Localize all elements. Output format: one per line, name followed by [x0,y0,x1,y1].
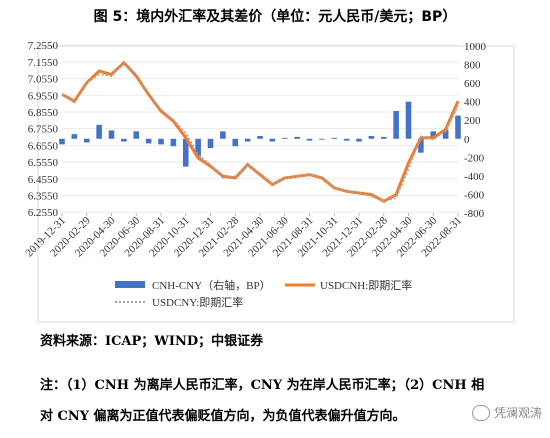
spread-bar [133,131,140,139]
right-tick-label: 800 [464,60,481,72]
rate-lines [61,60,460,204]
spread-bar [343,138,350,141]
spread-bar [59,138,65,145]
spread-bar [368,135,375,139]
right-tick-label: -400 [464,171,485,183]
spread-bar [257,135,263,139]
left-tick-label: 6.6550 [28,140,59,152]
spread-bar [393,110,399,139]
right-tick-label: 200 [464,115,481,127]
spread-bar [195,138,201,158]
spread-bars [59,101,461,167]
legend-label-cny: USDCNY:即期汇率 [152,295,243,309]
spread-bar [121,138,127,142]
spread-bar [405,101,412,139]
watermark: 凭澜观涛 [471,404,542,421]
watermark-text: 凭澜观涛 [493,406,542,420]
spread-bar [182,138,189,167]
note-line-1: 注：（1）CNH 为离岸人民币汇率，CNY 为在岸人民币汇率；（2）CNH 相 [40,378,485,393]
left-tick-label: 6.2550 [28,207,59,219]
spread-bar [220,131,226,139]
exchange-rate-chart: 7.2550 7.1550 7.0550 6.9550 6.8550 6.7550 6.65… [23,40,515,323]
usdcnh-line [61,60,460,204]
left-tick-label: 7.0550 [28,74,59,86]
legend-label-bar: CNH-CNY（右轴，BP） [152,278,271,292]
right-axis-ticks: 1000 800 600 400 200 0 -200 -400 -600 -800 [464,41,487,220]
spread-bar [145,138,152,144]
right-tick-label: -600 [464,189,485,201]
spread-bar [108,130,115,139]
left-tick-label: 6.3550 [28,190,59,202]
spread-bar [306,138,313,141]
legend: CNH-CNY（右轴，BP） USDCNH:即期汇率 USDCNY:即期汇率 [115,278,412,309]
spread-bar [232,138,239,147]
left-tick-label: 7.2550 [28,40,59,52]
left-tick-label: 6.4550 [28,174,59,186]
spread-bar [294,136,300,139]
right-tick-label: -800 [464,208,485,220]
left-tick-label: 6.9550 [28,90,59,102]
source-text: 资料来源：ICAP；WIND；中银证券 [40,334,264,349]
right-tick-label: 1000 [464,41,487,53]
left-tick-label: 7.1550 [28,57,59,69]
spread-bar [380,136,387,139]
spread-bar [71,134,78,139]
left-tick-label: 6.5550 [28,157,59,169]
right-tick-label: 400 [464,97,481,109]
spread-bar [269,138,276,142]
spread-bar [356,138,362,142]
spread-bar [170,138,177,147]
right-tick-label: -200 [464,152,485,164]
left-tick-label: 6.8550 [28,107,59,119]
spread-bar [281,137,288,139]
legend-swatch-bar [115,281,145,288]
left-axis-ticks: 7.2550 7.1550 7.0550 6.9550 6.8550 6.7550 6.65… [28,40,59,219]
spread-bar [442,129,449,139]
spread-bar [331,137,338,139]
right-tick-label: 600 [464,78,481,90]
spread-bar [430,131,437,139]
left-tick-label: 6.7550 [28,124,59,136]
right-tick-label: 0 [464,134,470,146]
spread-bar [455,115,461,139]
spread-bar [418,138,424,153]
wechat-icon [471,404,490,421]
legend-label-cnh: USDCNH:即期汇率 [320,278,412,292]
spread-bar [319,138,325,140]
grid-lines [62,44,458,213]
note-line-2: 对 CNY 偏离为正值代表偏贬值方向，为负值代表偏升值方向。 [40,409,406,424]
figure-title: 图 5：境内外汇率及其差价（单位：元人民币/美元；BP） [93,9,457,25]
spread-bar [244,138,251,142]
spread-bar [158,138,164,145]
spread-bar [96,124,102,139]
spread-bar [207,138,214,149]
spread-bar [83,138,90,143]
